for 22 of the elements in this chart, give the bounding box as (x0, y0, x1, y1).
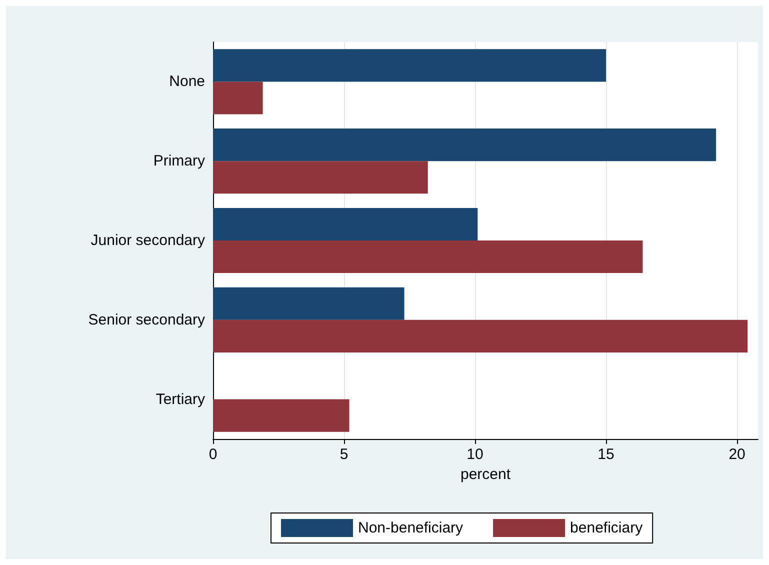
bar (213, 287, 404, 320)
bar (213, 128, 716, 162)
y-tick-label: None (169, 73, 205, 90)
x-tick-label: 20 (728, 446, 746, 463)
y-tick-label: Tertiary (156, 390, 206, 408)
x-tick-label: 15 (598, 446, 614, 463)
bar (213, 82, 263, 114)
legend-label: beneficiary (570, 520, 644, 536)
y-tick-label: Senior secondary (88, 311, 206, 328)
x-tick-label: 10 (466, 446, 484, 463)
bar (213, 161, 428, 194)
x-tick-label: 5 (340, 446, 348, 463)
bar (213, 320, 748, 352)
y-tick-label: Junior secondary (90, 232, 206, 249)
bar (213, 49, 606, 82)
x-tick-label: 0 (208, 446, 218, 463)
bar (213, 208, 478, 240)
y-tick-label: Primary (153, 152, 206, 170)
legend-label: Non-beneficiary (358, 520, 464, 536)
bar (213, 399, 350, 432)
x-axis-title: percent (460, 466, 512, 483)
bar (213, 240, 643, 274)
